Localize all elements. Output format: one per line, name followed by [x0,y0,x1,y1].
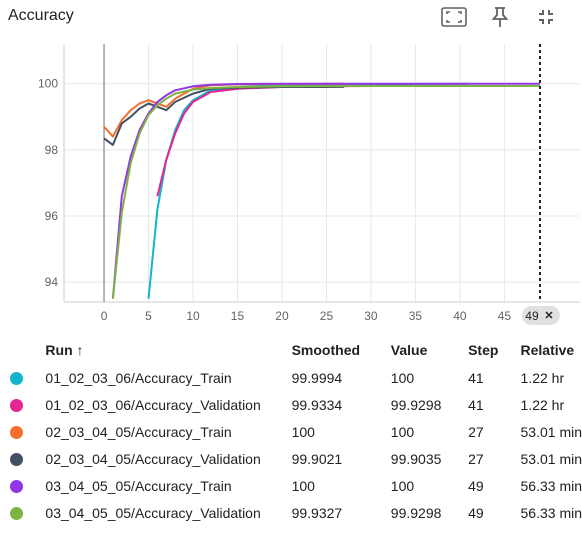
table-row[interactable]: 02_03_04_05/Accuracy_Validation 99.9021 … [0,445,582,472]
run-name: 03_04_05_05/Accuracy_Train [45,477,232,494]
smoothed-value: 99.9327 [291,504,343,521]
x-tick-label: 30 [364,309,378,323]
step-cursor[interactable]: 49 [521,44,560,325]
x-tick-label: 25 [320,309,334,323]
pin-icon [491,7,509,27]
series-lines [103,82,541,299]
y-tick-label: 100 [38,77,58,91]
step-value: 41 [468,396,484,413]
step-value: 49 [468,504,484,521]
run-color-swatch [10,453,23,467]
header-swatch [0,336,45,364]
x-tick-label: 10 [186,309,200,323]
step-value: 27 [468,450,484,467]
header-value[interactable]: Value [390,342,428,358]
raw-value: 100 [390,477,415,494]
header-step[interactable]: Step [468,342,499,358]
fullscreen-button[interactable] [440,4,468,30]
accuracy-line-chart[interactable]: 0 5 10 15 20 25 30 35 40 45 94 96 98 100 49 [0,36,582,326]
run-name: 02_03_04_05/Accuracy_Validation [45,450,261,467]
header-relative[interactable]: Relative [520,342,575,358]
x-tick-label: 5 [145,309,152,323]
smoothed-value: 100 [291,423,315,440]
relative-time: 53.01 min [520,423,582,440]
tick-labels: 0 5 10 15 20 25 30 35 40 45 94 96 98 100 [38,77,511,323]
run-color-swatch [10,399,23,413]
run-name: 02_03_04_05/Accuracy_Train [45,423,232,440]
x-tick-label: 20 [275,309,289,323]
series-line [111,82,540,299]
pin-button[interactable] [486,4,514,30]
run-name: 01_02_03_06/Accuracy_Train [45,369,232,386]
smoothed-value: 99.9994 [291,369,343,386]
table-row[interactable]: 01_02_03_06/Accuracy_Train 99.9994 100 4… [0,364,582,391]
relative-time: 56.33 min [520,477,582,494]
chart-title: Accuracy [8,7,74,24]
header-smoothed[interactable]: Smoothed [291,342,361,358]
table-row[interactable]: 03_04_05_05/Accuracy_Validation 99.9327 … [0,499,582,526]
y-tick-label: 96 [45,209,59,223]
table-row[interactable]: 03_04_05_05/Accuracy_Train 100 100 49 56… [0,472,582,499]
card-toolbar [440,4,560,30]
step-cursor-label: 49 [525,309,539,323]
relative-time: 56.33 min [520,504,582,521]
relative-time: 1.22 hr [520,369,565,386]
relative-time: 1.22 hr [520,396,565,413]
run-name: 01_02_03_06/Accuracy_Validation [45,396,261,413]
run-color-swatch [10,507,23,521]
run-color-swatch [10,372,23,386]
run-name: 03_04_05_05/Accuracy_Validation [45,504,261,521]
raw-value: 100 [390,423,415,440]
raw-value: 99.9298 [390,396,442,413]
sort-arrow-icon: ↑ [76,342,84,358]
table-row[interactable]: 02_03_04_05/Accuracy_Train 100 100 27 53… [0,418,582,445]
header-run-label: Run [45,342,73,358]
table-row[interactable]: 01_02_03_06/Accuracy_Validation 99.9334 … [0,391,582,418]
raw-value: 100 [390,369,415,386]
x-tick-label: 0 [101,309,108,323]
y-tick-label: 98 [45,143,59,157]
series-line [147,82,469,299]
run-color-swatch [10,426,23,440]
smoothed-value: 99.9334 [291,396,343,413]
raw-value: 99.9298 [390,504,442,521]
header-run[interactable]: Run ↑ [45,336,291,364]
run-color-swatch [10,480,23,494]
collapse-icon [539,10,553,24]
x-tick-label: 15 [231,309,245,323]
run-table: Run ↑ Smoothed Value Step Relative 01_02… [0,336,582,526]
smoothed-value: 99.9021 [291,450,343,467]
x-tick-label: 40 [453,309,467,323]
close-icon[interactable] [545,311,553,319]
series-line [156,84,469,197]
step-value: 27 [468,423,484,440]
smoothed-value: 100 [291,477,315,494]
y-tick-label: 94 [45,275,59,289]
step-value: 41 [468,369,484,386]
relative-time: 53.01 min [520,450,582,467]
step-cursor-chip[interactable] [521,306,560,325]
table-header: Run ↑ Smoothed Value Step Relative [0,336,582,364]
axes [63,44,580,303]
step-value: 49 [468,477,484,494]
raw-value: 99.9035 [390,450,442,467]
series-line [103,85,345,146]
fullscreen-icon [441,7,467,27]
gridlines [64,44,580,302]
series-line [111,84,541,299]
x-tick-label: 45 [498,309,512,323]
x-tick-label: 35 [409,309,423,323]
collapse-button[interactable] [532,4,560,30]
